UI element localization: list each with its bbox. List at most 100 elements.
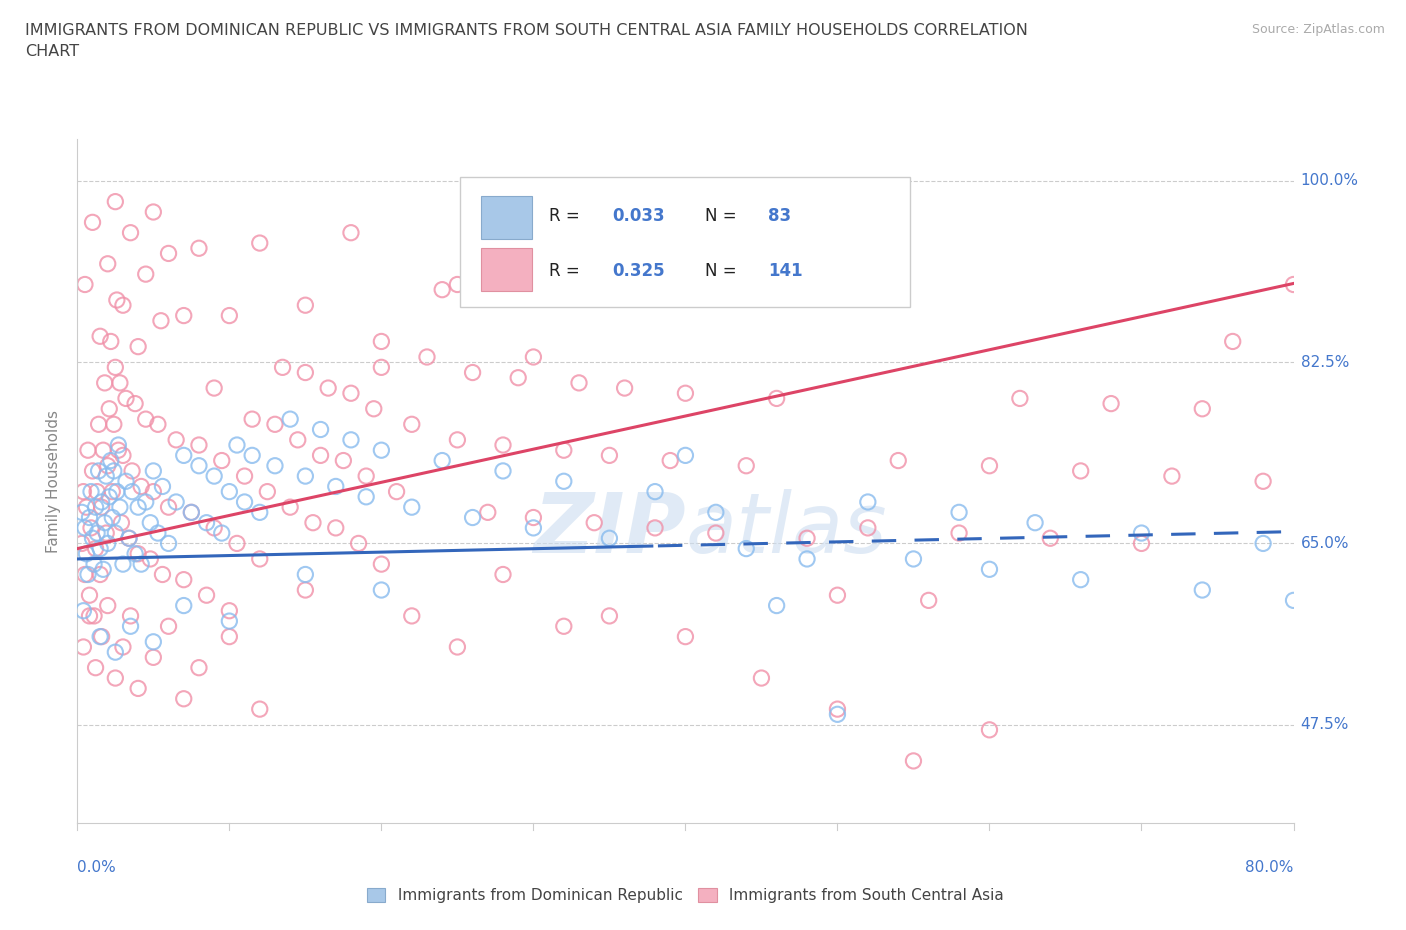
Point [553,474,575,489]
Point [165,495,187,510]
Point [75,499,97,514]
Point [115,391,138,405]
Point [87,417,110,432]
Point [461,365,484,380]
Point [568,376,591,391]
Point [173,572,195,587]
Text: N =: N = [704,207,742,225]
Point [1039,531,1062,546]
Point [370,443,392,458]
Point [644,521,666,536]
Bar [481,248,533,291]
Point [104,194,127,209]
Point [165,432,187,447]
Point [796,551,818,566]
Point [79,588,101,603]
Text: 0.0%: 0.0% [77,860,117,875]
Point [370,557,392,572]
Point [249,235,271,250]
Point [613,380,636,395]
Point [87,463,110,478]
Point [70,505,93,520]
Point [195,515,218,530]
Point [118,531,141,546]
Point [522,510,544,525]
Point [75,546,97,561]
Point [278,499,301,514]
Point [96,525,118,540]
Point [86,525,108,540]
Point [430,282,453,297]
Point [89,567,111,582]
Point [142,463,165,478]
Point [103,417,125,432]
Point [124,396,146,411]
Text: 47.5%: 47.5% [1301,717,1348,732]
Text: IMMIGRANTS FROM DOMINICAN REPUBLIC VS IMMIGRANTS FROM SOUTH CENTRAL ASIA FAMILY : IMMIGRANTS FROM DOMINICAN REPUBLIC VS IM… [25,23,1028,60]
Point [104,525,127,540]
Point [180,505,202,520]
Point [477,505,499,520]
Text: 141: 141 [768,261,803,280]
Point [1251,474,1274,489]
Point [146,525,169,540]
Point [98,402,121,417]
Point [149,313,172,328]
Point [446,640,468,655]
Point [294,582,316,597]
Point [135,267,157,282]
Point [77,443,100,458]
Point [70,536,93,551]
Point [127,681,149,696]
Point [856,521,879,536]
FancyBboxPatch shape [460,177,911,307]
Point [139,515,162,530]
Point [101,485,124,499]
Point [1008,391,1031,405]
Point [583,515,606,530]
Text: 82.5%: 82.5% [1301,354,1348,369]
Point [142,650,165,665]
Point [218,485,240,499]
Point [135,495,157,510]
Point [173,598,195,613]
Point [948,525,970,540]
Point [240,412,263,427]
Point [89,329,111,344]
Point [120,618,142,633]
Point [979,723,1001,737]
Point [340,432,363,447]
Point [430,453,453,468]
Point [173,691,195,706]
Point [751,671,773,685]
Point [127,499,149,514]
Point [827,707,849,722]
Point [240,448,263,463]
Point [97,257,120,272]
Legend:  Immigrants from Dominican Republic,  Immigrants from South Central Asia: Immigrants from Dominican Republic, Immi… [363,884,1008,908]
Point [218,630,240,644]
Point [104,360,127,375]
Point [796,531,818,546]
Point [86,485,108,499]
Point [107,443,129,458]
Point [1251,536,1274,551]
Point [309,448,332,463]
Point [105,485,128,499]
Point [1222,334,1244,349]
Text: 100.0%: 100.0% [1301,173,1358,189]
Text: 0.033: 0.033 [613,207,665,225]
Point [107,438,129,453]
Point [522,521,544,536]
Point [1024,515,1046,530]
Point [340,386,363,401]
Point [188,438,211,453]
Point [93,376,115,391]
Point [157,618,180,633]
Point [401,608,423,623]
Point [84,541,107,556]
Point [73,277,96,292]
Point [142,485,165,499]
Point [120,225,142,240]
Point [1191,402,1213,417]
